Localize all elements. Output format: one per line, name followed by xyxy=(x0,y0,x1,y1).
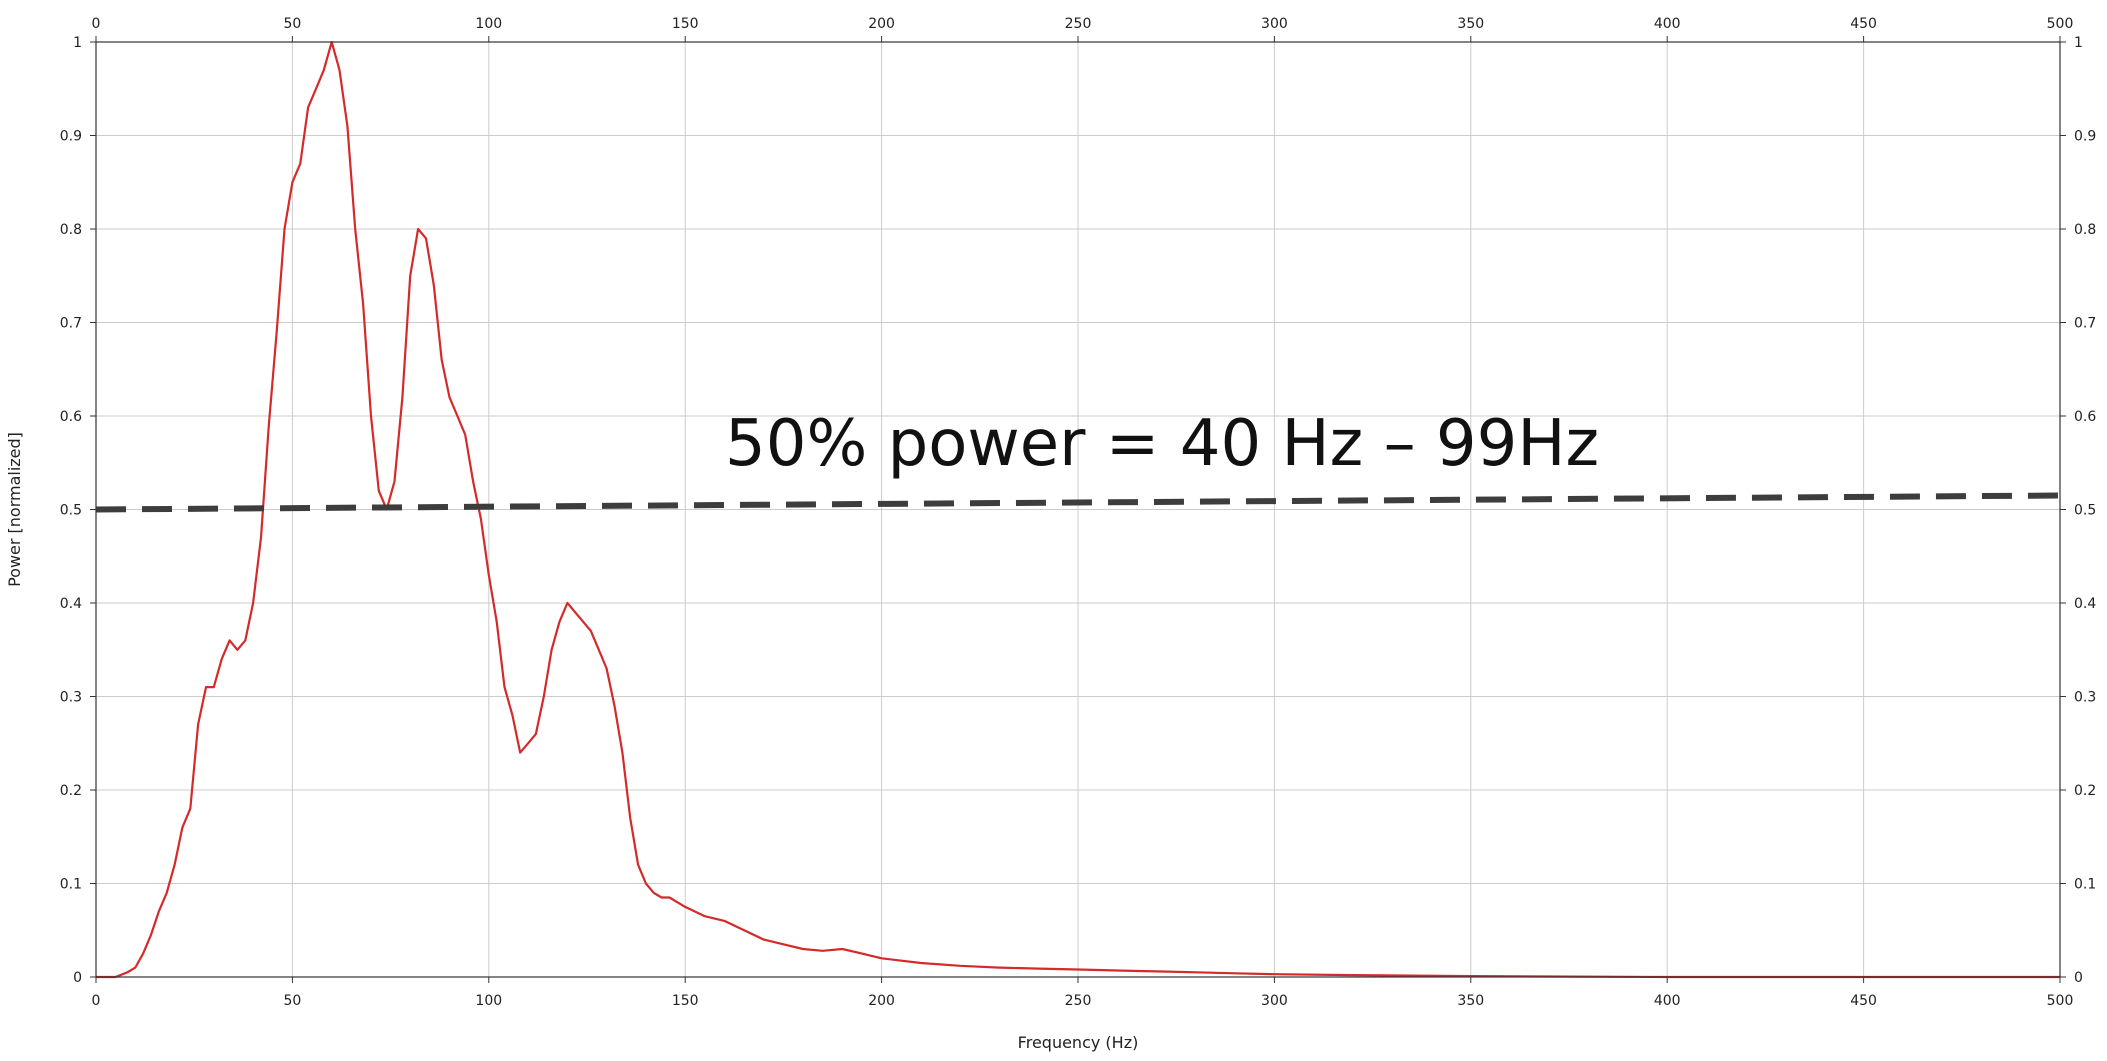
plot-frame xyxy=(95,41,2061,978)
y-tick-label-right: 0.5 xyxy=(2074,503,2096,519)
x-tick-label-bottom: 300 xyxy=(1261,993,1288,1009)
y-tick-label-right: 1 xyxy=(2074,35,2083,51)
y-tick-label-left: 1 xyxy=(73,35,82,51)
x-axis-label: Frequency (Hz) xyxy=(1018,1033,1139,1052)
power-band-annotation: 50% power = 40 Hz – 99Hz xyxy=(725,407,1599,481)
x-tick-label-top: 250 xyxy=(1065,16,1092,32)
x-tick-label-top: 450 xyxy=(1850,16,1877,32)
y-tick-label-left: 0.1 xyxy=(60,877,82,893)
x-tick-label-bottom: 350 xyxy=(1457,993,1484,1009)
x-tick-label-top: 500 xyxy=(2047,16,2074,32)
y-tick-label-right: 0.1 xyxy=(2074,877,2096,893)
tick-labels: 0050501001001501502002002502503003003503… xyxy=(60,16,2097,1009)
power-spectrum-line xyxy=(96,40,2060,979)
y-tick-label-right: 0.7 xyxy=(2074,316,2096,332)
y-tick-label-left: 0.2 xyxy=(60,783,82,799)
y-tick-label-right: 0.6 xyxy=(2074,409,2096,425)
x-tick-label-top: 200 xyxy=(868,16,895,32)
x-tick-label-top: 100 xyxy=(475,16,502,32)
x-tick-label-bottom: 50 xyxy=(283,993,301,1009)
y-tick-label-left: 0.3 xyxy=(60,690,82,706)
half-power-threshold-line xyxy=(95,492,2061,513)
y-tick-label-left: 0.5 xyxy=(60,503,82,519)
x-tick-label-top: 400 xyxy=(1654,16,1681,32)
x-tick-label-bottom: 400 xyxy=(1654,993,1681,1009)
y-tick-label-left: 0 xyxy=(73,970,82,986)
y-tick-label-right: 0.3 xyxy=(2074,690,2096,706)
x-tick-label-bottom: 150 xyxy=(672,993,699,1009)
x-tick-label-bottom: 250 xyxy=(1065,993,1092,1009)
y-tick-label-left: 0.4 xyxy=(60,596,82,612)
y-tick-label-right: 0 xyxy=(2074,970,2083,986)
y-tick-label-right: 0.8 xyxy=(2074,222,2096,238)
x-tick-label-bottom: 450 xyxy=(1850,993,1877,1009)
y-tick-label-left: 0.7 xyxy=(60,316,82,332)
x-tick-label-bottom: 200 xyxy=(868,993,895,1009)
x-tick-label-bottom: 500 xyxy=(2047,993,2074,1009)
axis-ticks xyxy=(90,36,2066,983)
y-tick-label-left: 0.6 xyxy=(60,409,82,425)
x-tick-label-top: 150 xyxy=(672,16,699,32)
y-tick-label-left: 0.8 xyxy=(60,222,82,238)
x-tick-label-top: 50 xyxy=(283,16,301,32)
y-tick-label-right: 0.9 xyxy=(2074,129,2096,145)
data-series xyxy=(95,40,2061,979)
y-tick-label-left: 0.9 xyxy=(60,129,82,145)
x-tick-label-top: 0 xyxy=(92,16,101,32)
x-tick-label-top: 350 xyxy=(1457,16,1484,32)
x-tick-label-bottom: 0 xyxy=(92,993,101,1009)
y-tick-label-right: 0.4 xyxy=(2074,596,2096,612)
y-tick-label-right: 0.2 xyxy=(2074,783,2096,799)
x-tick-label-top: 300 xyxy=(1261,16,1288,32)
y-axis-label: Power [normalized] xyxy=(5,432,24,587)
x-tick-label-bottom: 100 xyxy=(475,993,502,1009)
